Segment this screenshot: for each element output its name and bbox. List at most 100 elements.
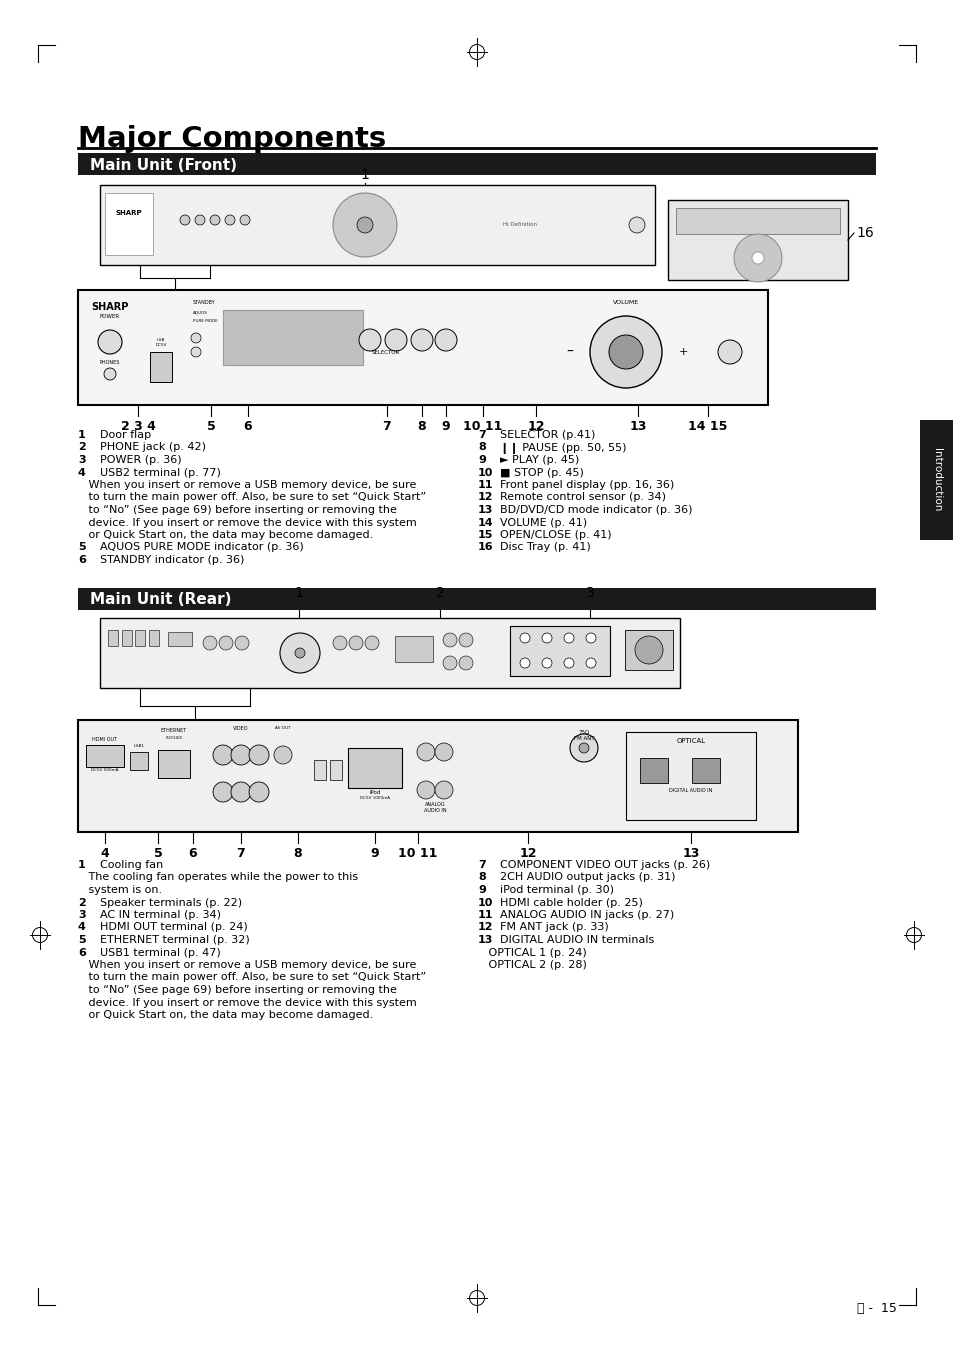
Text: DIGITAL AUDIO IN: DIGITAL AUDIO IN <box>669 788 712 792</box>
Bar <box>108 630 118 647</box>
Text: 9: 9 <box>441 420 450 433</box>
Text: SELECTOR (p.41): SELECTOR (p.41) <box>499 431 595 440</box>
Circle shape <box>210 215 220 225</box>
Bar <box>78 290 767 405</box>
Text: 4: 4 <box>100 846 110 860</box>
Text: AC IN terminal (p. 34): AC IN terminal (p. 34) <box>100 910 221 919</box>
Text: 4: 4 <box>78 467 86 478</box>
Circle shape <box>280 633 319 674</box>
Bar <box>122 630 132 647</box>
Circle shape <box>349 636 363 649</box>
Text: SELECTOR: SELECTOR <box>372 350 399 355</box>
Text: PHONE jack (p. 42): PHONE jack (p. 42) <box>100 443 206 452</box>
Text: USB1: USB1 <box>133 744 144 748</box>
Text: OPTICAL 1 (p. 24): OPTICAL 1 (p. 24) <box>477 948 586 957</box>
Text: BD/DVD/CD mode indicator (p. 36): BD/DVD/CD mode indicator (p. 36) <box>499 505 692 514</box>
Circle shape <box>733 234 781 282</box>
Text: or Quick Start on, the data may become damaged.: or Quick Start on, the data may become d… <box>78 531 373 540</box>
Text: Door flap: Door flap <box>100 431 151 440</box>
Text: 3: 3 <box>78 910 86 919</box>
Text: VIDEO: VIDEO <box>233 726 249 730</box>
Bar <box>78 720 797 832</box>
Text: COMPONENT VIDEO OUT jacks (p. 26): COMPONENT VIDEO OUT jacks (p. 26) <box>499 860 709 869</box>
Text: VOLUME: VOLUME <box>612 300 639 305</box>
Text: When you insert or remove a USB memory device, be sure: When you insert or remove a USB memory d… <box>78 960 416 971</box>
Circle shape <box>203 636 216 649</box>
Circle shape <box>231 745 251 765</box>
Text: device. If you insert or remove the device with this system: device. If you insert or remove the devi… <box>78 517 416 528</box>
Text: 12: 12 <box>527 420 544 433</box>
Text: 6: 6 <box>189 846 197 860</box>
Text: 10: 10 <box>477 467 493 478</box>
Text: POWER (p. 36): POWER (p. 36) <box>100 455 181 464</box>
Text: DIGITAL AUDIO IN terminals: DIGITAL AUDIO IN terminals <box>499 936 654 945</box>
Circle shape <box>294 648 305 657</box>
Bar <box>691 757 720 783</box>
Text: 1: 1 <box>78 860 86 869</box>
Text: 13: 13 <box>477 936 493 945</box>
Text: 75Ω: 75Ω <box>578 730 589 734</box>
Circle shape <box>589 316 661 387</box>
Text: 2CH AUDIO output jacks (p. 31): 2CH AUDIO output jacks (p. 31) <box>499 872 675 883</box>
Text: 1: 1 <box>294 586 303 599</box>
Text: 9: 9 <box>477 455 485 464</box>
Circle shape <box>333 193 396 256</box>
Text: PURE MODE: PURE MODE <box>193 319 217 323</box>
Circle shape <box>213 745 233 765</box>
Circle shape <box>180 215 190 225</box>
Text: OPTICAL: OPTICAL <box>676 738 705 744</box>
Text: 14: 14 <box>477 517 493 528</box>
Circle shape <box>435 782 453 799</box>
Circle shape <box>519 657 530 668</box>
Text: AQUOS: AQUOS <box>193 310 208 315</box>
Text: +: + <box>678 347 687 356</box>
Text: The cooling fan operates while the power to this: The cooling fan operates while the power… <box>78 872 357 883</box>
Text: 13: 13 <box>681 846 699 860</box>
Circle shape <box>240 215 250 225</box>
Circle shape <box>751 252 763 265</box>
Text: 8: 8 <box>477 872 485 883</box>
Text: Front panel display (pp. 16, 36): Front panel display (pp. 16, 36) <box>499 481 674 490</box>
Text: USB2 terminal (p. 77): USB2 terminal (p. 77) <box>100 467 221 478</box>
Text: 15: 15 <box>477 531 493 540</box>
Bar <box>158 751 190 778</box>
Circle shape <box>585 633 596 643</box>
Circle shape <box>356 217 373 234</box>
Text: Hi Definition: Hi Definition <box>502 223 537 228</box>
Circle shape <box>569 734 598 761</box>
Circle shape <box>249 745 269 765</box>
Circle shape <box>718 340 741 364</box>
Circle shape <box>442 633 456 647</box>
Text: 1: 1 <box>360 167 369 182</box>
Text: Cooling fan: Cooling fan <box>100 860 163 869</box>
Text: ANALOG: ANALOG <box>424 802 445 807</box>
Circle shape <box>104 369 116 379</box>
Bar <box>395 636 433 661</box>
Text: 7: 7 <box>477 860 485 869</box>
Text: STANDBY indicator (p. 36): STANDBY indicator (p. 36) <box>100 555 244 566</box>
Bar <box>667 200 847 279</box>
Text: DC5V 500mA: DC5V 500mA <box>91 768 119 772</box>
Text: 2: 2 <box>78 443 86 452</box>
Text: 5: 5 <box>78 936 86 945</box>
Circle shape <box>234 636 249 649</box>
Text: or Quick Start on, the data may become damaged.: or Quick Start on, the data may become d… <box>78 1010 373 1021</box>
Text: AV OUT: AV OUT <box>275 726 291 730</box>
Text: SHARP: SHARP <box>91 302 129 312</box>
Text: device. If you insert or remove the device with this system: device. If you insert or remove the devi… <box>78 998 416 1007</box>
Circle shape <box>458 633 473 647</box>
Text: DC5V 1000mA: DC5V 1000mA <box>359 796 390 801</box>
Text: FM ANT: FM ANT <box>573 736 594 741</box>
Text: 6: 6 <box>78 555 86 566</box>
Text: ANALOG AUDIO IN jacks (p. 27): ANALOG AUDIO IN jacks (p. 27) <box>499 910 674 919</box>
Bar <box>348 748 401 788</box>
Circle shape <box>563 633 574 643</box>
Text: iPod terminal (p. 30): iPod terminal (p. 30) <box>499 886 614 895</box>
Bar <box>150 352 172 382</box>
Circle shape <box>608 335 642 369</box>
Circle shape <box>541 633 552 643</box>
Bar <box>130 752 148 769</box>
Text: to “No” (See page 69) before inserting or removing the: to “No” (See page 69) before inserting o… <box>78 505 396 514</box>
Bar <box>135 630 145 647</box>
Text: 12: 12 <box>477 493 493 502</box>
